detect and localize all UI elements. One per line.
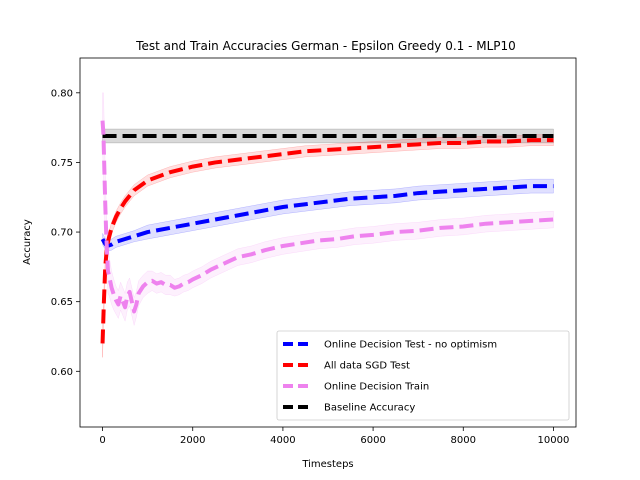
x-tick-label: 2000 <box>180 435 205 446</box>
x-tick-label: 8000 <box>451 435 476 446</box>
y-axis-label: Accuracy <box>22 219 33 265</box>
x-tick-label: 4000 <box>270 435 295 446</box>
x-tick-label: 6000 <box>360 435 385 446</box>
x-axis-label: Timesteps <box>301 459 353 470</box>
legend: Online Decision Test - no optimism All da… <box>276 330 570 421</box>
axes-frame <box>79 57 577 428</box>
band-all-data-sgd-test <box>102 134 554 358</box>
y-tick-label: 0.70 <box>51 228 73 239</box>
series-line-online-decision-train <box>100 120 554 314</box>
y-tick-label: 0.60 <box>51 367 73 378</box>
y-tick-label: 0.75 <box>51 158 73 169</box>
series-line-all-data-sgd-test <box>100 138 554 344</box>
legend-label: Online Decision Train <box>324 382 429 393</box>
y-tick-label: 0.80 <box>51 88 73 99</box>
x-tick-label: 0 <box>99 435 105 446</box>
legend-label: Online Decision Test - no optimism <box>324 340 497 351</box>
x-tick-label: 10000 <box>538 435 570 446</box>
band-online-decision-test-no-optimism <box>102 178 554 252</box>
plot-lines <box>100 120 554 344</box>
legend-label: Baseline Accuracy <box>324 403 415 414</box>
chart-title: Test and Train Accuracies German - Epsil… <box>135 39 516 53</box>
band-online-decision-train <box>102 92 554 326</box>
series-line-online-decision-test-no-optimism <box>100 184 554 248</box>
y-tick-label: 0.65 <box>51 297 73 308</box>
legend-label: All data SGD Test <box>324 361 410 372</box>
legend-box <box>276 330 570 421</box>
y-axis-ticks: 0.60 0.65 0.70 0.75 0.80 <box>51 88 80 378</box>
x-axis-ticks: 0 2000 4000 6000 8000 10000 <box>99 427 569 446</box>
